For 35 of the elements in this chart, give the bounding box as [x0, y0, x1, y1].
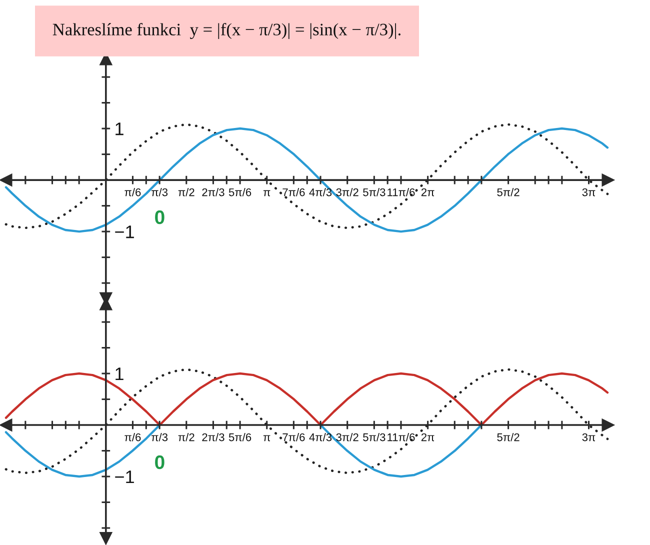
x-tick-label: 11π/6	[388, 433, 415, 442]
y-tick-label: −1	[115, 470, 134, 484]
annotation: 0	[155, 455, 164, 470]
y-tick-label: 1	[116, 122, 124, 136]
chart-title: Nakreslíme funkci y = |f(x − π/3)| = |sin(x − π/3)|.	[52, 23, 400, 39]
x-tick-label: 5π/3	[363, 188, 386, 196]
x-tick-label: π	[263, 190, 270, 196]
x-tick-label: 7π/6	[282, 188, 305, 196]
x-tick-label: 5π/6	[228, 188, 252, 196]
x-tick-label: 3π	[582, 188, 596, 196]
x-tick-label: 2π	[421, 433, 434, 442]
x-tick-label: 2π/3	[202, 433, 224, 442]
x-tick-label: π/2	[178, 433, 194, 442]
x-tick-label: 2π	[421, 188, 434, 196]
x-tick-label: π/6	[124, 188, 141, 196]
annotation: 0	[155, 210, 164, 224]
x-tick-label: 4π/3	[309, 188, 332, 196]
x-tick-label: 3π	[582, 433, 596, 442]
x-tick-label: 3π/2	[336, 188, 358, 196]
x-tick-label: π/3	[152, 188, 168, 196]
x-tick-label: 3π/2	[336, 433, 358, 442]
x-tick-label: 7π/6	[282, 433, 305, 442]
x-tick-label: 11π/6	[388, 188, 415, 196]
x-tick-label: 5π/2	[497, 433, 520, 442]
x-tick-label: π	[263, 435, 270, 442]
x-tick-label: π/2	[178, 188, 194, 196]
x-tick-label: 2π/3	[202, 188, 224, 196]
x-tick-label: 4π/3	[309, 433, 332, 442]
x-tick-label: π/3	[152, 433, 168, 442]
x-tick-label: 5π/2	[497, 188, 520, 196]
y-tick-label: −1	[115, 226, 134, 238]
y-tick-label: 1	[116, 368, 124, 380]
x-tick-label: π/6	[124, 433, 141, 442]
x-tick-label: 5π/6	[228, 433, 252, 442]
x-tick-label: 5π/3	[363, 433, 386, 442]
